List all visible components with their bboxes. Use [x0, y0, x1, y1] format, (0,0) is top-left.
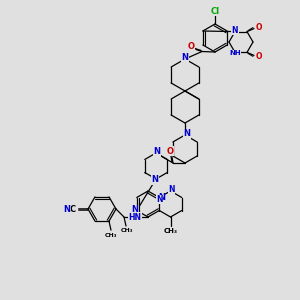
Text: N: N	[168, 185, 175, 194]
Text: N: N	[131, 205, 138, 214]
Text: Cl: Cl	[210, 7, 220, 16]
Text: N: N	[64, 205, 70, 214]
Text: N: N	[156, 195, 163, 204]
Text: HN: HN	[128, 212, 142, 221]
Text: C: C	[70, 205, 76, 214]
Text: O: O	[256, 23, 262, 32]
Text: O: O	[256, 52, 262, 61]
Text: N: N	[154, 148, 160, 157]
Text: N: N	[158, 193, 165, 202]
Text: O: O	[167, 146, 173, 155]
Text: O: O	[188, 42, 194, 51]
Text: N: N	[184, 130, 190, 139]
Text: CH₃: CH₃	[121, 227, 133, 232]
Text: NH: NH	[229, 50, 241, 56]
Text: N: N	[182, 53, 188, 62]
Text: CH₃: CH₃	[105, 232, 117, 238]
Text: N: N	[232, 26, 238, 35]
Text: CH₃: CH₃	[164, 228, 178, 234]
Text: N: N	[152, 176, 158, 184]
